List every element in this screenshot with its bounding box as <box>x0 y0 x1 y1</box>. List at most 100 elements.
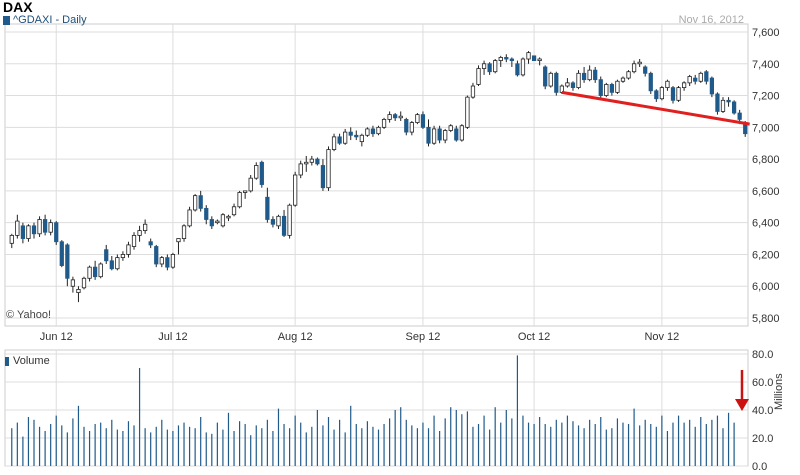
candle <box>498 57 503 61</box>
trendline <box>561 90 750 126</box>
candle <box>365 128 370 136</box>
price-tick-label: 6,200 <box>752 249 780 261</box>
price-tick-label: 7,400 <box>752 59 780 71</box>
candle <box>42 219 48 233</box>
candle <box>554 72 559 93</box>
price-tick-label: 7,200 <box>752 91 780 103</box>
candle <box>726 99 731 103</box>
arrow-head <box>735 399 749 411</box>
candle <box>159 257 164 265</box>
series-legend[interactable]: ^GDAXI - Daily <box>3 14 87 26</box>
candle <box>693 77 698 82</box>
candle <box>231 206 237 216</box>
candle <box>331 136 337 150</box>
candle <box>537 58 542 62</box>
candle <box>531 55 537 61</box>
candle <box>143 223 148 232</box>
chart-title: DAX <box>3 0 33 15</box>
volume-legend: Volume <box>5 355 50 367</box>
candle <box>409 122 414 133</box>
candle <box>520 58 526 76</box>
candle <box>48 222 53 233</box>
candle <box>220 214 226 227</box>
volume-swatch <box>5 356 9 366</box>
candle <box>715 93 720 112</box>
series-swatch <box>3 15 10 25</box>
candle <box>93 266 98 278</box>
candle <box>154 246 159 265</box>
price-tick-label: 7,600 <box>752 27 780 39</box>
candle <box>704 71 709 82</box>
candle <box>654 90 659 100</box>
price-y-axis: 5,800 6,000 6,200 6,400 6,600 6,800 7,000 7,200… <box>752 27 780 325</box>
candle <box>587 69 592 81</box>
volume-bars <box>11 355 735 466</box>
candle <box>15 220 20 236</box>
candle <box>676 87 681 101</box>
candle <box>54 222 59 243</box>
trendline-segment <box>561 90 750 126</box>
candle <box>459 125 464 141</box>
candle <box>120 254 126 259</box>
candle <box>109 260 114 270</box>
volume-unit-label: Millions <box>773 373 785 410</box>
volume-tick-label: 60.0 <box>752 377 773 389</box>
candle <box>381 118 387 128</box>
candle <box>481 63 487 69</box>
candle <box>126 244 131 255</box>
candle <box>226 215 231 219</box>
candle <box>259 161 264 185</box>
volume-tick-label: 80.0 <box>752 349 773 361</box>
candle <box>670 87 676 101</box>
candle <box>276 215 281 227</box>
candle <box>148 241 153 246</box>
candle <box>270 219 276 225</box>
candle <box>115 257 120 270</box>
candle <box>426 126 431 144</box>
candle <box>204 207 209 220</box>
candle <box>348 131 353 136</box>
x-tick-label: Nov 12 <box>644 331 679 343</box>
candle <box>476 68 481 85</box>
candle <box>76 288 81 293</box>
x-tick-label: Oct 12 <box>518 331 550 343</box>
candle <box>659 87 664 100</box>
candle <box>420 114 426 128</box>
price-tick-label: 6,600 <box>752 186 780 198</box>
volume-tick-label: 20.0 <box>752 433 773 445</box>
candle <box>265 196 270 220</box>
candle <box>387 114 392 120</box>
copyright: © Yahoo! <box>6 309 52 321</box>
candle <box>376 126 381 135</box>
volume-tick-label: 0.0 <box>752 461 767 473</box>
candle <box>470 85 476 98</box>
candle <box>281 215 287 236</box>
candle <box>176 238 181 243</box>
candle <box>615 80 620 93</box>
candle <box>198 195 203 209</box>
price-tick-label: 6,400 <box>752 218 780 230</box>
candle <box>354 134 359 138</box>
candle <box>698 72 703 82</box>
candle <box>448 125 453 131</box>
candle <box>370 128 376 135</box>
candle <box>320 165 326 189</box>
candle <box>59 241 64 266</box>
candle <box>337 136 342 144</box>
candle <box>665 80 670 89</box>
candle <box>643 66 648 74</box>
candle <box>98 263 103 278</box>
candle <box>581 72 587 81</box>
candle <box>404 118 409 133</box>
candle <box>298 163 303 176</box>
price-tick-label: 5,800 <box>752 313 780 325</box>
candle <box>431 128 437 144</box>
price-panel-frame <box>4 23 749 327</box>
series-label: ^GDAXI - Daily <box>13 14 87 26</box>
candle <box>70 279 76 287</box>
candle <box>393 114 398 119</box>
candle <box>26 225 31 239</box>
candle <box>709 77 715 95</box>
candle <box>31 225 37 235</box>
